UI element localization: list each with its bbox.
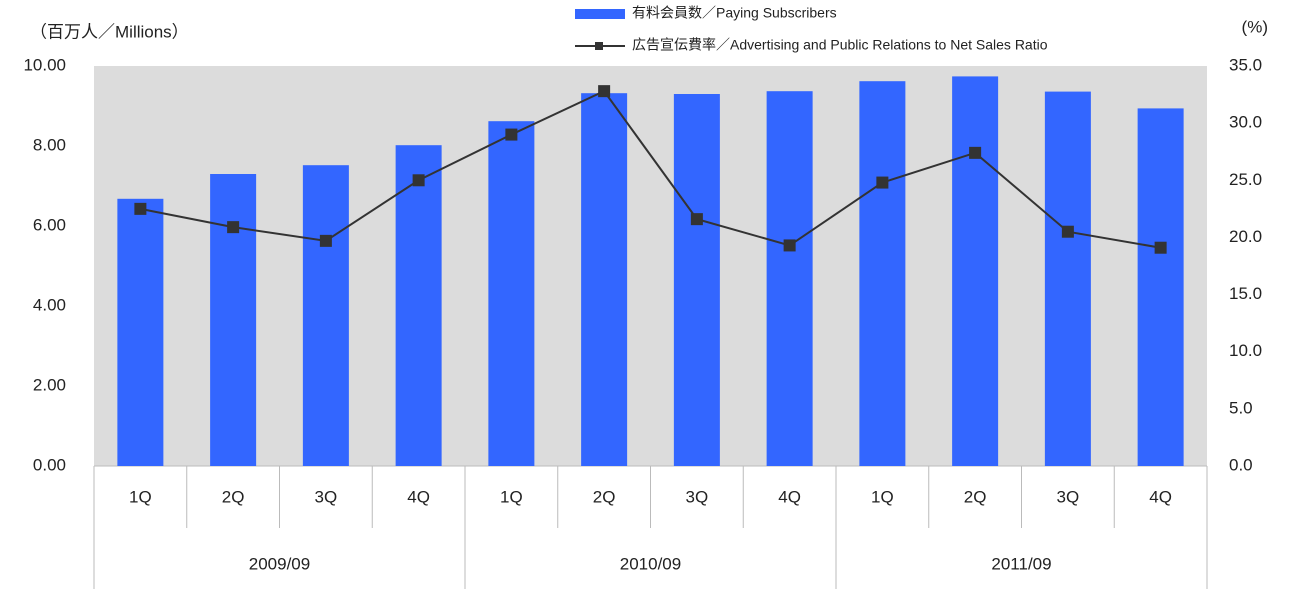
y-axis-label: （百万人／Millions） xyxy=(30,22,189,41)
group-label: 2011/09 xyxy=(991,554,1051,573)
x-tick-label: 3Q xyxy=(686,487,709,506)
plot-background xyxy=(94,66,1207,466)
y-tick-label: 0.00 xyxy=(33,455,66,474)
y-tick-label: 10.00 xyxy=(23,55,66,74)
line-marker xyxy=(783,239,796,252)
line-marker xyxy=(505,128,518,141)
group-label: 2010/09 xyxy=(620,554,681,573)
x-tick-label: 1Q xyxy=(500,487,523,506)
x-tick-label: 2Q xyxy=(593,487,616,506)
line xyxy=(140,89,1161,249)
bar xyxy=(581,93,628,466)
bar xyxy=(395,145,442,466)
y2-tick-label: 35.0 xyxy=(1229,55,1262,74)
y2-tick-label: 10.0 xyxy=(1229,341,1262,360)
legend-marker xyxy=(595,42,603,50)
y-tick-label: 4.00 xyxy=(33,295,66,314)
y2-axis-label: (%) xyxy=(1242,17,1268,36)
bar xyxy=(952,76,999,467)
x-tick-label: 1Q xyxy=(871,487,894,506)
y2-tick-label: 20.0 xyxy=(1229,227,1262,246)
y-tick-label: 6.00 xyxy=(33,215,66,234)
x-tick-label: 3Q xyxy=(1057,487,1080,506)
line-marker xyxy=(227,221,240,234)
line-marker xyxy=(412,174,425,187)
x-tick-label: 2Q xyxy=(964,487,987,506)
line-marker xyxy=(969,146,982,159)
bar xyxy=(859,81,906,466)
bar xyxy=(766,91,813,466)
y-tick-label: 2.00 xyxy=(33,375,66,394)
legend-swatch xyxy=(575,9,625,19)
x-tick-label: 4Q xyxy=(778,487,801,506)
x-tick-label: 2Q xyxy=(222,487,245,506)
y2-tick-label: 25.0 xyxy=(1229,170,1262,189)
y2-tick-label: 0.0 xyxy=(1229,455,1253,474)
legend-label: 有料会員数／Paying Subscribers xyxy=(632,5,837,21)
bar xyxy=(1044,91,1091,466)
line-marker xyxy=(690,213,703,226)
y2-tick-label: 5.0 xyxy=(1229,398,1253,417)
y2-tick-label: 15.0 xyxy=(1229,284,1262,303)
x-tick-label: 3Q xyxy=(315,487,338,506)
line-marker xyxy=(598,85,611,98)
line-marker xyxy=(876,176,889,189)
y-tick-label: 8.00 xyxy=(33,135,66,154)
x-tick-label: 1Q xyxy=(129,487,152,506)
legend-label: 広告宣伝費率／Advertising and Public Relations … xyxy=(632,37,1048,53)
bar xyxy=(302,165,349,466)
line-marker xyxy=(134,202,147,215)
line-marker xyxy=(1154,241,1167,254)
bar xyxy=(673,94,720,466)
bar xyxy=(488,121,535,466)
line-marker xyxy=(319,234,332,247)
bar xyxy=(210,174,257,466)
y2-tick-label: 30.0 xyxy=(1229,113,1262,132)
x-tick-label: 4Q xyxy=(407,487,430,506)
line-marker xyxy=(1061,225,1074,238)
x-tick-label: 4Q xyxy=(1149,487,1172,506)
group-label: 2009/09 xyxy=(249,554,310,573)
bar xyxy=(117,198,164,467)
bar xyxy=(1137,108,1184,467)
